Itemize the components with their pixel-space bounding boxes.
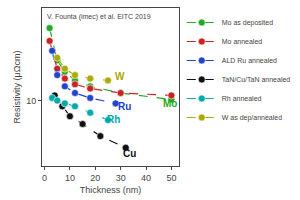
svg-text:40: 40: [141, 173, 151, 183]
svg-text:Resistivity (μΩcm): Resistivity (μΩcm): [12, 51, 22, 124]
svg-text:10: 10: [65, 173, 75, 183]
svg-text:Rh: Rh: [107, 114, 120, 125]
svg-text:V. Founta (imec) et al. EITC 2: V. Founta (imec) et al. EITC 2019: [47, 13, 151, 21]
svg-text:ALD Ru annealed: ALD Ru annealed: [222, 57, 277, 64]
svg-text:Ru: Ru: [118, 101, 131, 112]
svg-text:TaN/Cu/TaN annealed: TaN/Cu/TaN annealed: [222, 76, 291, 83]
svg-text:Cu: Cu: [123, 148, 136, 159]
svg-text:Mo annealed: Mo annealed: [222, 38, 263, 45]
svg-text:Thickness (nm): Thickness (nm): [80, 185, 142, 195]
svg-text:10: 10: [26, 96, 36, 106]
svg-text:30: 30: [116, 173, 126, 183]
svg-text:W as dep/annealed: W as dep/annealed: [222, 114, 282, 122]
svg-text:Mo as deposited: Mo as deposited: [222, 19, 273, 27]
svg-text:0: 0: [42, 173, 47, 183]
svg-text:50: 50: [166, 173, 176, 183]
svg-text:Rh annealed: Rh annealed: [222, 95, 262, 102]
svg-text:W: W: [115, 71, 125, 82]
svg-text:Mo: Mo: [163, 98, 177, 109]
svg-text:20: 20: [90, 173, 100, 183]
